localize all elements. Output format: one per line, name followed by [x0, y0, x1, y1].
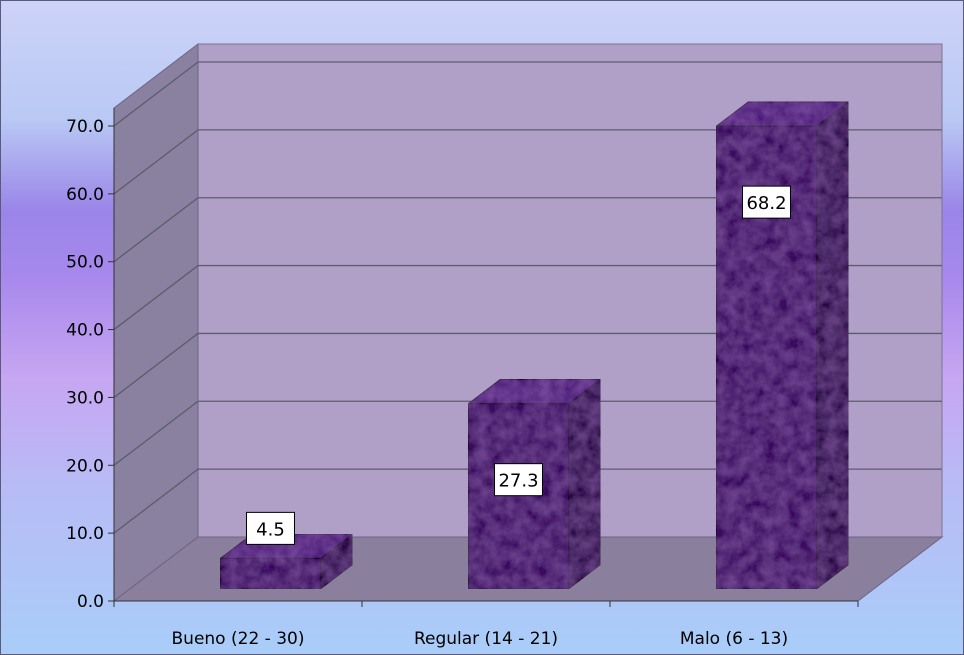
- labels: 4.5 Bueno (22 - 30) 27.3 Regular (14 - 21) 6…: [172, 185, 791, 649]
- y-tick-label: 40.0: [66, 321, 104, 341]
- y-tick-label: 50.0: [66, 253, 104, 273]
- bar-front: [467, 403, 569, 590]
- category-label: Regular (14 - 21): [414, 629, 558, 649]
- gridline: [113, 197, 942, 263]
- y-tick-label: 0.0: [77, 592, 104, 612]
- bar-side: [815, 100, 849, 590]
- y-tick-label: 30.0: [66, 388, 104, 408]
- gridline: [113, 61, 942, 127]
- data-label-value: 68.2: [746, 193, 786, 214]
- side-wall: [113, 42, 199, 603]
- gridline: [113, 129, 942, 195]
- data-label-box: [493, 463, 543, 497]
- bar-top: [466, 378, 602, 405]
- gridline: [113, 468, 942, 534]
- bar-top: [714, 101, 850, 127]
- y-tick-label: 60.0: [66, 185, 104, 205]
- data-label: 4.5: [245, 511, 295, 545]
- y-tick-label: 10.0: [66, 524, 104, 544]
- bar-side: [567, 378, 601, 590]
- data-label-box: [741, 185, 791, 219]
- category-label: Malo (6 - 13): [680, 629, 788, 649]
- category-label: Bueno (22 - 30): [172, 629, 305, 649]
- bar: [466, 378, 602, 590]
- data-label: 27.3: [493, 463, 543, 497]
- data-label-value: 4.5: [256, 519, 285, 540]
- data-label-box: [245, 511, 295, 545]
- bar: [714, 100, 850, 590]
- gridline: [113, 264, 942, 331]
- bar-front: [219, 557, 321, 590]
- data-label: 68.2: [741, 185, 791, 219]
- data-label-value: 27.3: [498, 471, 538, 492]
- gridline: [113, 400, 942, 466]
- y-tick-label: 20.0: [66, 456, 104, 476]
- gridline: [113, 332, 942, 398]
- axes: 0.0 10.0 20.0 30.0 40.0 50.0 60.0 70.0: [66, 108, 859, 612]
- y-tick-label: 70.0: [66, 117, 104, 137]
- gridlines: [113, 61, 942, 534]
